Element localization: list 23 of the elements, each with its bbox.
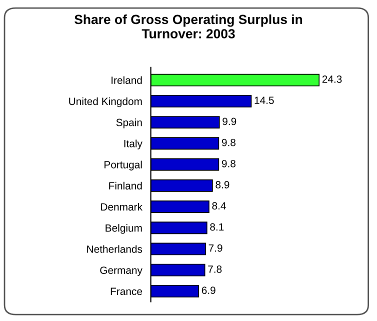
y-tick-label: France (110, 288, 142, 296)
data-label: 7.8 (208, 265, 222, 273)
data-label: 9.9 (222, 118, 236, 126)
data-label: 14.5 (254, 96, 274, 104)
data-label: 8.9 (216, 181, 230, 188)
data-label: 24.3 (322, 75, 342, 83)
y-tick-label: Belgium (106, 224, 142, 234)
y-tick-label: Germany (100, 266, 142, 276)
data-label: 9.8 (222, 160, 236, 168)
y-tick-label: Denmark (101, 202, 142, 211)
y-tick-label: Italy (124, 140, 142, 150)
y-tick-label: United Kingdom (69, 97, 142, 108)
data-label: 9.8 (222, 138, 236, 146)
chart-title: Share of Gross Operating Surplus in Turnover: 2003 (74, 14, 302, 38)
data-label: 6.9 (202, 286, 216, 294)
data-label: 8.4 (212, 202, 226, 210)
y-tick-label: Portugal (104, 160, 142, 170)
y-tick-label: Netherlands (87, 245, 142, 253)
y-tick-label: Spain (116, 118, 142, 128)
y-tick-label: Ireland (112, 76, 142, 84)
data-label: 7.9 (208, 244, 222, 252)
y-tick-label: Finland (109, 182, 142, 190)
data-label: 8.1 (210, 223, 224, 231)
